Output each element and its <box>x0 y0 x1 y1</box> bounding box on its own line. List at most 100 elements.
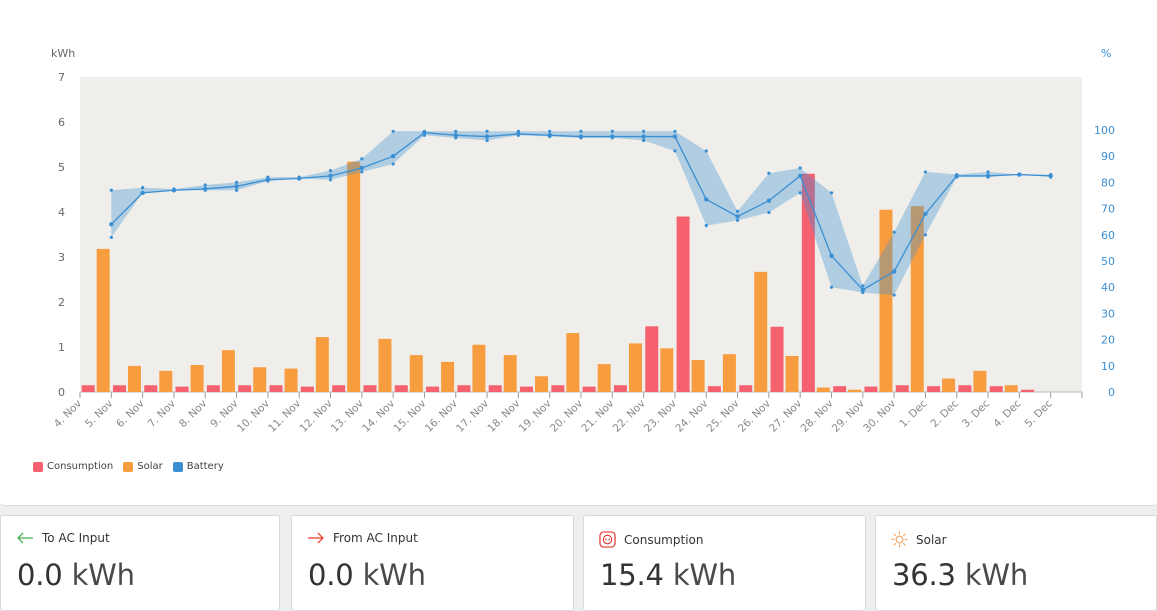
solar-bar <box>942 378 956 392</box>
battery-max-point <box>735 209 740 213</box>
consumption-bar <box>613 385 627 392</box>
card-value-number: 15.4 <box>600 558 664 592</box>
battery-min-point <box>986 175 990 179</box>
battery-point <box>328 173 333 179</box>
legend-item-solar[interactable]: Solar <box>123 461 163 472</box>
solar-bar <box>441 361 455 392</box>
battery-max-point <box>986 170 990 174</box>
battery-point <box>829 253 834 258</box>
consumption-bar <box>1021 389 1035 392</box>
battery-max-point <box>892 230 896 234</box>
right-tick-label: 70 <box>1101 203 1115 216</box>
consumption-bar <box>394 385 408 392</box>
consumption-bar <box>864 386 878 392</box>
x-tick-label: 17. Nov <box>454 398 491 435</box>
x-tick-label: 14. Nov <box>360 398 397 435</box>
consumption-bar <box>582 386 596 392</box>
left-tick-label: 6 <box>58 116 65 129</box>
solar-bar <box>127 365 141 392</box>
battery-max-point <box>485 129 489 133</box>
x-tick-label: 10. Nov <box>235 398 272 435</box>
battery-max-point <box>955 172 959 177</box>
solar-bar <box>347 161 361 392</box>
battery-point <box>891 269 897 274</box>
card-value: 36.3 kWh <box>892 558 1028 592</box>
battery-point <box>766 198 772 203</box>
x-tick-label: 5. Nov <box>83 398 115 430</box>
x-tick-label: 4. Dec <box>991 397 1023 429</box>
x-tick-label: 6. Nov <box>114 398 146 430</box>
battery-max-point <box>328 169 333 173</box>
consumption-bar <box>707 386 721 392</box>
battery-min-point <box>642 138 646 143</box>
battery-max-point <box>923 170 928 174</box>
card-value-number: 0.0 <box>308 558 354 592</box>
solar-bar <box>566 333 580 392</box>
left-tick-label: 3 <box>58 251 65 264</box>
x-tick-label: 15. Nov <box>391 398 428 435</box>
battery-max-point <box>391 129 395 133</box>
solar-bar <box>816 387 830 392</box>
battery-max-point <box>1017 172 1021 177</box>
solar-bar <box>910 206 924 392</box>
battery-max-point <box>297 175 301 179</box>
right-tick-label: 80 <box>1101 176 1115 189</box>
legend-label-solar: Solar <box>137 461 163 472</box>
battery-min-point <box>391 162 395 166</box>
legend-item-battery[interactable]: Battery <box>172 461 224 472</box>
consumption-bar <box>833 386 847 392</box>
battery-min-point <box>798 191 802 195</box>
battery-min-point <box>203 188 207 192</box>
x-tick-label: 7. Nov <box>146 398 178 430</box>
battery-min-point <box>735 218 740 222</box>
battery-point <box>923 211 928 217</box>
consumption-bar <box>144 385 158 392</box>
battery-min-point <box>829 285 834 289</box>
solar-bar <box>722 354 736 392</box>
solar-bar <box>284 368 298 392</box>
right-tick-label: 10 <box>1101 360 1115 373</box>
card-title: From AC Input <box>333 531 418 545</box>
card-to-ac-input: To AC Input 0.0 kWh <box>0 515 280 611</box>
battery-max-point <box>829 191 834 195</box>
chart-legend: Consumption Solar Battery <box>33 461 224 472</box>
consumption-bar <box>300 386 314 392</box>
battery-max-point <box>704 149 708 153</box>
card-value-unit: kWh <box>672 558 737 592</box>
solar-bar <box>973 370 987 392</box>
card-value: 15.4 kWh <box>600 558 736 592</box>
solar-bar <box>253 367 267 392</box>
x-tick-label: 4. Nov <box>52 398 84 430</box>
battery-min-point <box>485 138 489 143</box>
battery-max-point <box>861 284 865 288</box>
battery-point <box>797 173 803 179</box>
card-value-unit: kWh <box>964 558 1029 592</box>
consumption-bar <box>112 385 126 392</box>
left-tick-label: 2 <box>58 296 65 309</box>
solar-bar <box>96 248 110 392</box>
battery-max-point <box>798 166 802 170</box>
battery-max-point <box>172 187 176 191</box>
solar-bar <box>190 365 204 392</box>
x-tick-label: 13. Nov <box>329 398 366 435</box>
card-title: Consumption <box>624 532 704 547</box>
card-value-number: 0.0 <box>17 558 63 592</box>
battery-point <box>359 165 365 171</box>
right-tick-label: 100 <box>1094 124 1115 137</box>
solar-bar <box>409 355 423 392</box>
legend-item-consumption[interactable]: Consumption <box>33 461 113 472</box>
x-tick-label: 28. Nov <box>798 398 835 435</box>
battery-min-point <box>673 149 677 153</box>
battery-point <box>672 134 678 139</box>
battery-point <box>735 214 740 219</box>
battery-min-point <box>454 136 458 140</box>
legend-swatch-battery <box>172 461 183 472</box>
consumption-bar <box>895 385 909 392</box>
card-value: 0.0 kWh <box>17 558 135 592</box>
x-tick-label: 12. Nov <box>297 398 334 435</box>
right-tick-label: 50 <box>1101 255 1115 268</box>
battery-min-point <box>610 136 614 140</box>
left-tick-label: 5 <box>58 161 65 174</box>
arrow-left-icon <box>17 532 33 544</box>
battery-min-point <box>861 290 865 295</box>
